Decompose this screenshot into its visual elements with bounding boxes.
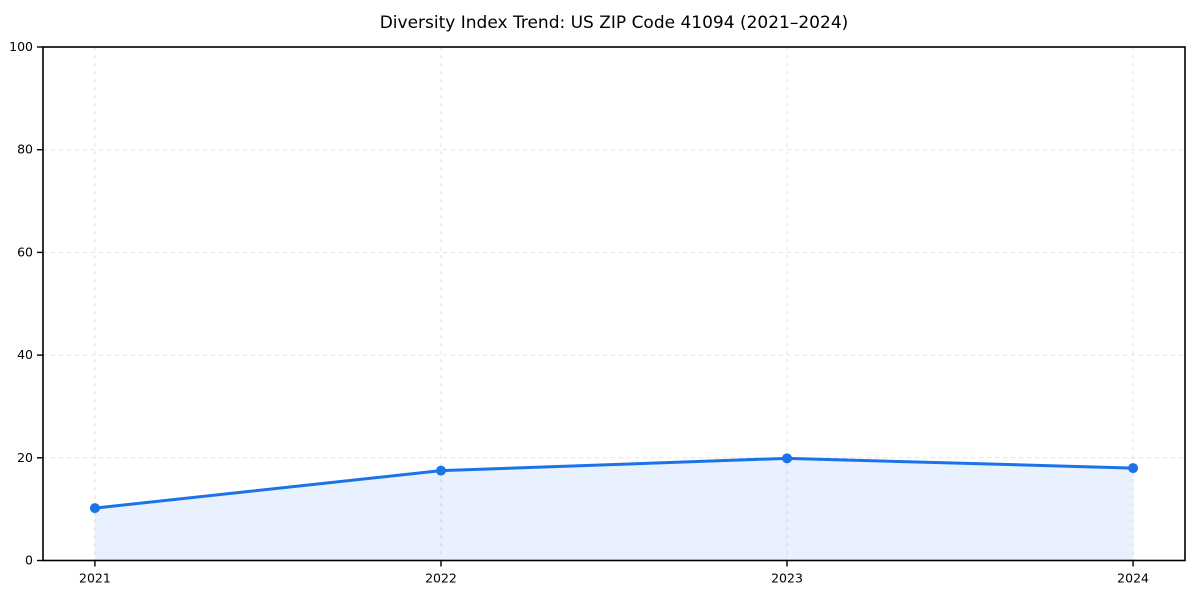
y-tick-label: 0 [25, 553, 33, 568]
data-point-marker [1128, 463, 1139, 474]
plot-frame [42, 46, 1186, 562]
data-point-marker [435, 465, 446, 476]
area-layer [94, 458, 1134, 561]
y-tick-label: 100 [9, 39, 33, 54]
y-tick-label: 60 [17, 244, 33, 259]
spine-layer [42, 46, 1186, 562]
x-tick-label: 2021 [79, 571, 111, 586]
tick-layer: 0 20 40 60 80 100 2021 2022 2023 2024 [9, 39, 1149, 586]
y-tick-label: 20 [17, 450, 33, 465]
data-point-marker [782, 453, 793, 464]
x-tick-label: 2024 [1117, 571, 1149, 586]
y-tick-label: 40 [17, 347, 33, 362]
marker-layer [89, 453, 1139, 514]
y-tick-label: 80 [17, 142, 33, 157]
line-layer [93, 456, 1135, 510]
x-tick-label: 2022 [425, 571, 457, 586]
chart-title: Diversity Index Trend: US ZIP Code 41094… [380, 13, 849, 33]
x-tick-label: 2023 [771, 571, 803, 586]
area-fill [94, 458, 1134, 561]
data-point-marker [89, 503, 100, 514]
trend-line [93, 456, 1135, 510]
